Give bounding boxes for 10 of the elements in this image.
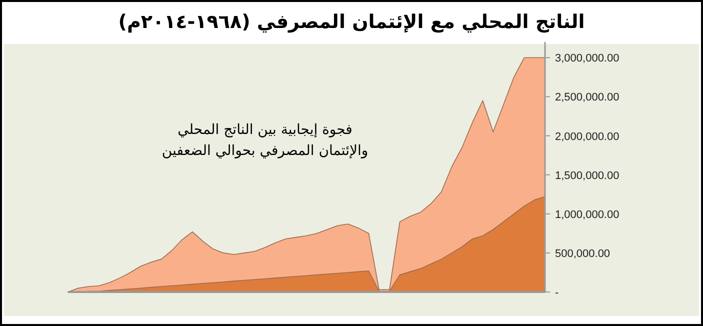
y-tick-label: 2,000,000.00 [555, 130, 620, 143]
annotation: فجوة إيجابية بين الناتج المحلي [178, 122, 352, 138]
y-tick-label: 1,000,000.00 [555, 208, 620, 221]
y-tick-label: - [555, 287, 559, 299]
y-tick-label: 1,500,000.00 [555, 170, 620, 182]
y-tick-label: 500,000.00 [555, 248, 610, 260]
chart-title: الناتج المحلي مع الإئتمان المصرفي (١٩٦٨-٢٠١٤م) [118, 11, 585, 33]
annotation: والإئتمان المصرفي بحوالي الضعفين [162, 143, 368, 159]
y-tick-label: 3,000,000.00 [555, 52, 620, 65]
y-tick-label: 2,500,000.00 [555, 92, 620, 104]
